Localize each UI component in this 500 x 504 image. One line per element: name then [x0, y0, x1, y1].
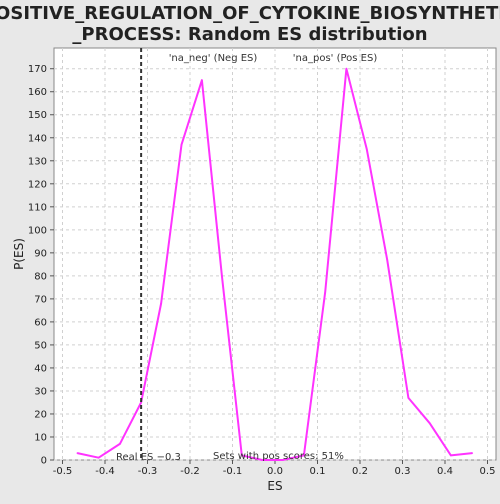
x-tick-label: -0.3 — [138, 466, 158, 477]
data-point — [386, 258, 389, 261]
y-tick-label: 10 — [34, 432, 47, 443]
x-tick-label: 0.3 — [395, 466, 411, 477]
x-axis: -0.5 -0.4 -0.3 -0.2 -0.1 0.0 0.1 0.2 0.3 0.4 0.5 — [53, 460, 496, 477]
data-point — [241, 454, 243, 457]
x-tick-label: 0.2 — [352, 466, 368, 477]
chart-title-line-1: POSITIVE_REGULATION_OF_CYTOKINE_BIOSYNTH… — [0, 3, 500, 24]
y-tick-label: 60 — [34, 317, 47, 328]
y-tick-label: 130 — [28, 156, 47, 167]
pos-scores-note: Sets with pos scores: 51% — [213, 451, 344, 462]
real-es-label: Real ES −0.3 — [116, 452, 181, 463]
y-axis-label: P(ES) — [12, 238, 26, 270]
y-tick-label: 160 — [28, 87, 47, 98]
x-tick-label: -0.1 — [223, 466, 243, 477]
x-tick-label: -0.4 — [95, 466, 115, 477]
y-tick-label: 120 — [28, 179, 47, 190]
x-tick-label: 0.4 — [437, 466, 453, 477]
x-tick-label: -0.5 — [53, 466, 73, 477]
y-tick-label: 20 — [34, 409, 47, 420]
y-tick-label: 110 — [28, 202, 47, 213]
data-point — [366, 148, 368, 151]
data-point — [303, 454, 305, 457]
data-point — [221, 275, 223, 277]
grid-layer — [54, 48, 496, 461]
data-point — [119, 443, 121, 445]
x-axis-label: ES — [267, 479, 282, 493]
y-tick-label: 140 — [28, 133, 47, 144]
data-point — [407, 397, 410, 399]
x-tick-label: 0.0 — [267, 466, 283, 477]
y-tick-label: 170 — [28, 64, 47, 75]
legend-neg-label: 'na_neg' (Neg ES) — [169, 53, 258, 64]
data-point — [180, 143, 183, 146]
y-tick-label: 90 — [34, 248, 47, 259]
data-point — [281, 459, 284, 461]
es-distribution-line — [77, 67, 473, 461]
y-tick-label: 100 — [28, 225, 47, 236]
data-point — [324, 291, 326, 293]
y-tick-label: 30 — [34, 386, 47, 397]
chart-title-line-2: _PROCESS: Random ES distribution — [72, 24, 427, 45]
y-tick-label: 80 — [34, 271, 47, 282]
y-tick-label: 150 — [28, 110, 47, 121]
data-point — [97, 456, 100, 459]
x-tick-label: 0.1 — [310, 466, 326, 477]
data-point — [76, 452, 79, 454]
data-point — [450, 454, 452, 457]
y-tick-label: 40 — [34, 363, 47, 374]
data-point — [428, 422, 431, 424]
y-axis: 0 10 20 30 40 50 60 70 80 90 100 110 120 130 140 150 160… — [28, 64, 54, 467]
data-point — [345, 67, 348, 70]
data-point — [140, 401, 142, 404]
y-tick-label: 70 — [34, 294, 47, 305]
y-tick-label: 50 — [34, 340, 47, 351]
data-point — [201, 79, 203, 82]
data-point — [160, 302, 162, 305]
data-point — [261, 459, 264, 461]
data-point — [471, 452, 474, 454]
x-tick-label: 0.5 — [480, 466, 496, 477]
y-tick-label: 0 — [41, 456, 47, 467]
series-layer — [76, 67, 474, 461]
x-tick-label: -0.2 — [180, 466, 200, 477]
legend-pos-label: 'na_pos' (Pos ES) — [293, 53, 378, 64]
